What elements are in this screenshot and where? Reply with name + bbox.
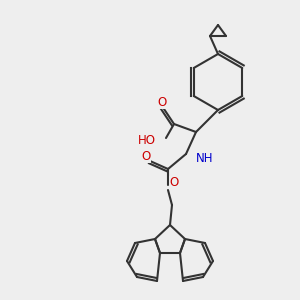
Text: NH: NH — [196, 152, 214, 166]
Text: HO: HO — [138, 134, 156, 146]
Text: O: O — [158, 95, 166, 109]
Text: O: O — [141, 149, 151, 163]
Text: O: O — [169, 176, 178, 190]
